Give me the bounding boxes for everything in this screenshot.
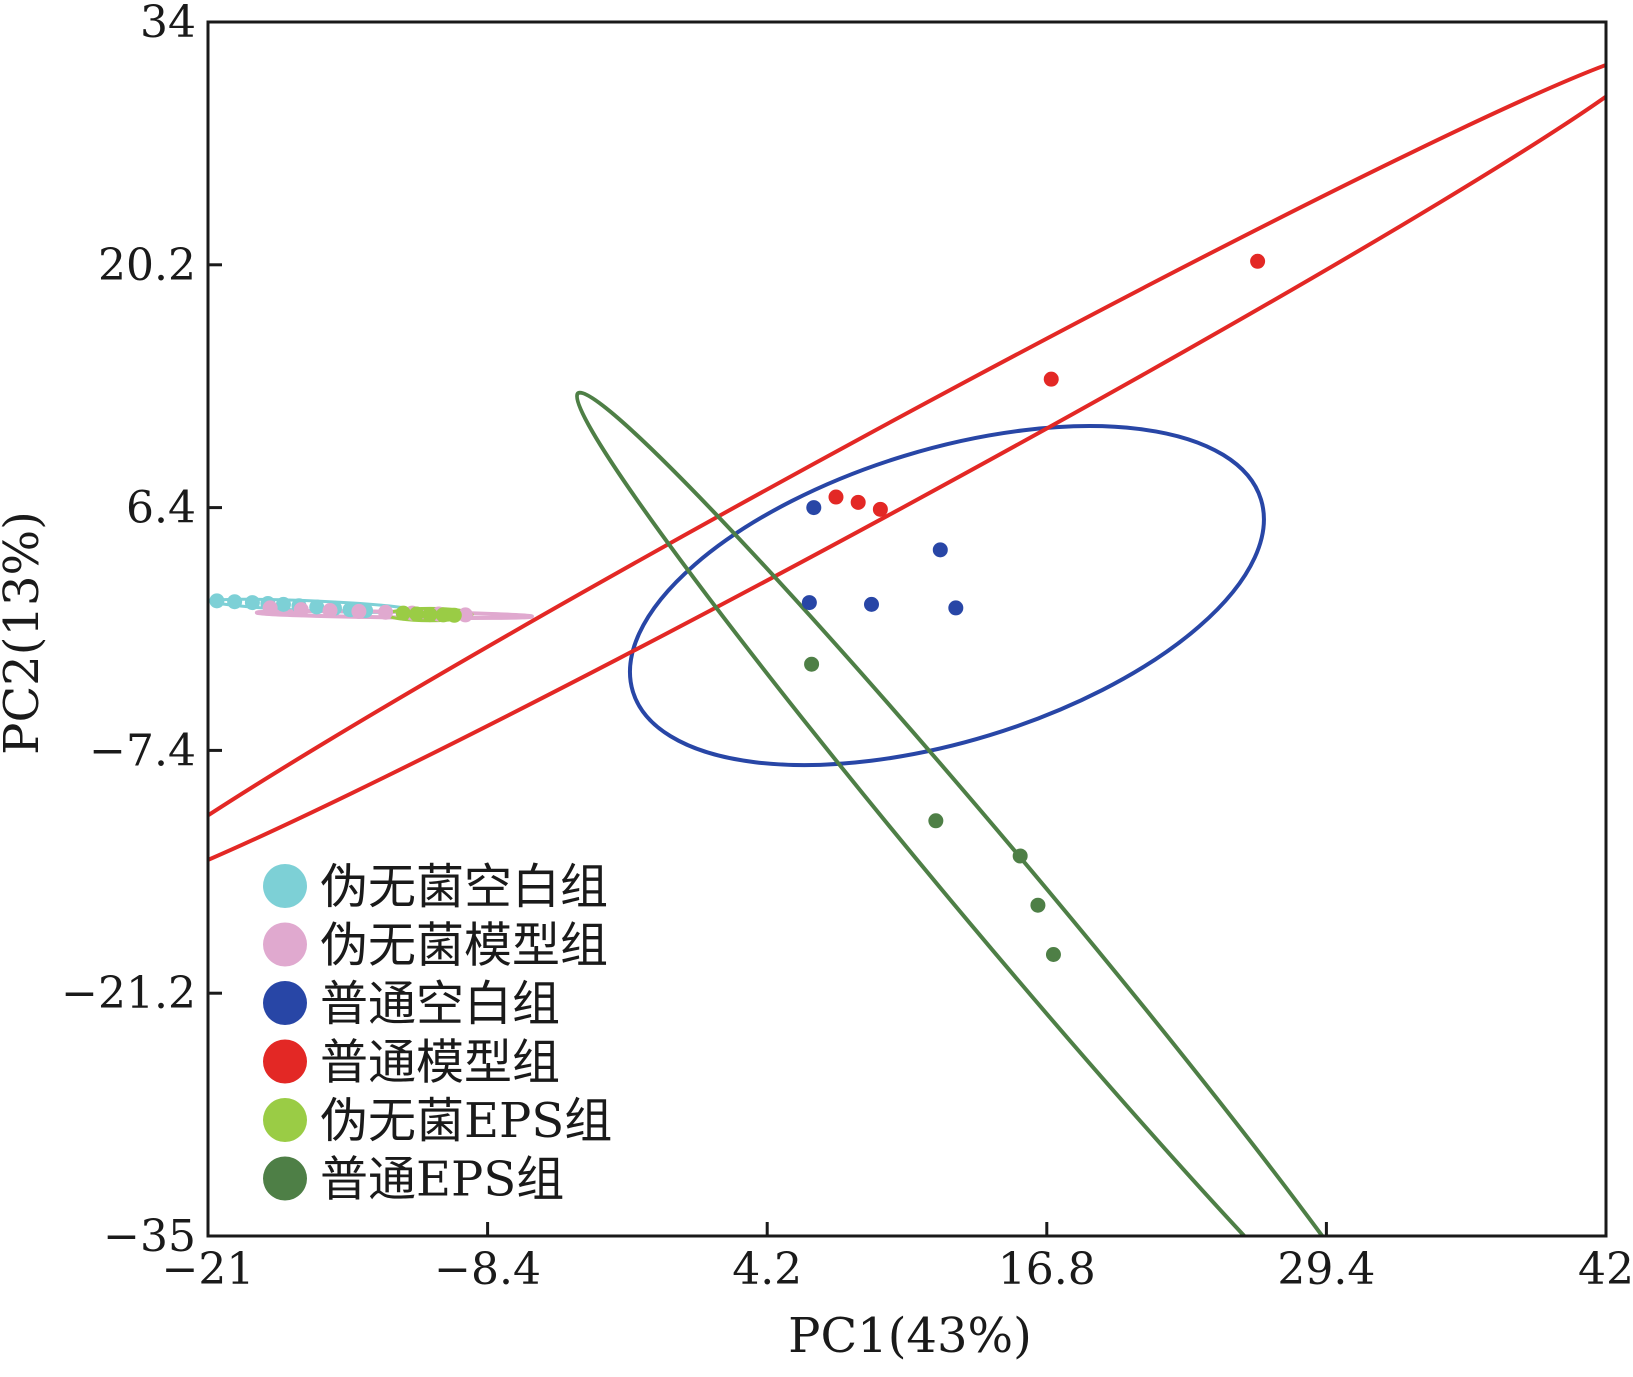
legend-label-4: 伪无菌EPS组 <box>320 1093 612 1149</box>
point-series-4-1 <box>409 606 425 622</box>
point-series-3-1 <box>1043 371 1059 387</box>
point-series-5-0 <box>804 656 820 672</box>
point-series-1-1 <box>293 602 309 618</box>
point-series-5-2 <box>1012 848 1028 864</box>
legend-marker-4 <box>263 1098 307 1142</box>
ellipse-series-5 <box>574 390 1426 1236</box>
y-tick-label: −35 <box>103 1211 196 1262</box>
data-points <box>209 253 1266 962</box>
y-tick-label: −21.2 <box>61 968 196 1019</box>
point-series-2-1 <box>932 542 948 558</box>
ellipse-series-2 <box>627 424 1266 768</box>
point-series-2-3 <box>863 596 879 612</box>
y-tick-label: 34 <box>140 0 196 48</box>
legend-label-2: 普通空白组 <box>320 976 560 1032</box>
ellipse-series-3 <box>208 50 1606 895</box>
legend-marker-5 <box>263 1156 307 1201</box>
point-series-1-2 <box>322 603 338 619</box>
point-series-3-4 <box>872 501 888 517</box>
legend-marker-1 <box>263 922 307 967</box>
x-tick-label: −21 <box>162 1244 255 1295</box>
point-series-5-3 <box>1030 897 1046 913</box>
y-tick-label: −7.4 <box>89 725 196 776</box>
x-tick-label: 29.4 <box>1277 1244 1375 1295</box>
y-tick-label: 6.4 <box>126 483 196 534</box>
point-series-3-3 <box>850 494 866 510</box>
legend-marker-3 <box>263 1039 307 1084</box>
point-series-4-4 <box>446 607 462 623</box>
x-axis-ticks: −21 −8.4 4.2 16.8 29.4 42 <box>162 1222 1633 1295</box>
point-series-0-0 <box>209 593 225 609</box>
point-series-0-2 <box>244 595 260 611</box>
x-axis-title: PC1(43%) <box>788 1308 1032 1364</box>
point-series-2-2 <box>801 595 817 611</box>
x-tick-label: 16.8 <box>998 1244 1096 1295</box>
legend-label-1: 伪无菌模型组 <box>320 918 608 974</box>
point-series-0-6 <box>309 599 325 615</box>
point-series-5-4 <box>1045 946 1061 962</box>
y-axis-ticks: −35 −21.2 −7.4 6.4 20.2 34 <box>61 0 222 1262</box>
legend-label-5: 普通EPS组 <box>320 1152 564 1208</box>
point-series-0-1 <box>227 594 243 610</box>
legend-label-0: 伪无菌空白组 <box>320 859 608 915</box>
point-series-2-4 <box>948 600 964 616</box>
point-series-4-3 <box>435 607 451 623</box>
plot-frame <box>206 20 1608 1238</box>
point-series-3-0 <box>1250 253 1266 269</box>
legend-label-3: 普通模型组 <box>320 1035 560 1091</box>
point-series-1-3 <box>351 603 367 619</box>
x-tick-label: −8.4 <box>434 1244 541 1295</box>
point-series-4-2 <box>422 607 438 623</box>
x-tick-label: 42 <box>1578 1244 1633 1295</box>
legend-marker-0 <box>263 864 307 908</box>
point-series-1-4 <box>378 604 394 620</box>
x-tick-label: 4.2 <box>732 1244 802 1295</box>
y-tick-label: 20.2 <box>98 240 196 291</box>
point-series-5-1 <box>928 813 944 829</box>
point-series-1-7 <box>457 607 473 623</box>
point-series-0-4 <box>275 596 291 612</box>
point-series-3-2 <box>828 489 844 505</box>
point-series-2-0 <box>806 500 822 516</box>
point-series-1-0 <box>262 600 278 616</box>
legend-marker-2 <box>263 981 307 1025</box>
point-series-4-0 <box>395 605 411 621</box>
y-axis-title: PC2(13%) <box>0 511 50 755</box>
